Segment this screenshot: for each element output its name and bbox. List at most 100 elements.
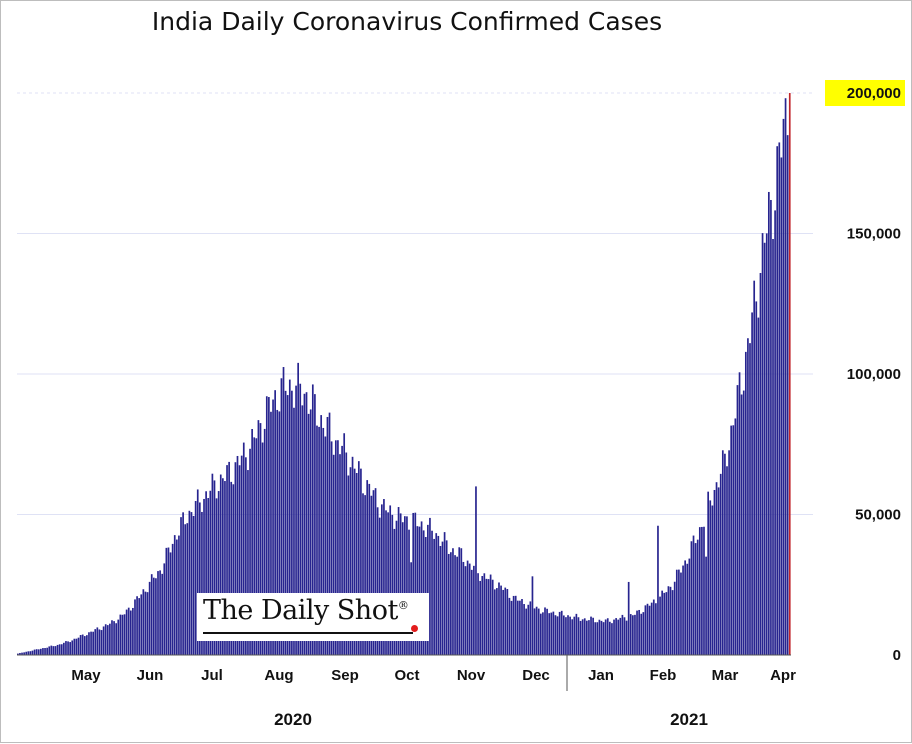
- bar: [368, 483, 371, 655]
- bar: [571, 619, 574, 655]
- bar: [142, 589, 145, 655]
- bar: [203, 498, 205, 655]
- bar: [44, 648, 46, 655]
- bar: [211, 473, 214, 655]
- bar: [65, 641, 67, 655]
- bar: [29, 651, 32, 655]
- bar: [623, 617, 626, 655]
- bar: [81, 634, 84, 655]
- bar: [562, 615, 565, 655]
- x-tick-label: Feb: [650, 667, 677, 684]
- bar: [54, 646, 57, 655]
- bar: [288, 379, 291, 655]
- bar: [678, 569, 680, 655]
- bar: [483, 573, 486, 655]
- bar: [270, 411, 272, 655]
- bar: [481, 576, 484, 655]
- bar: [416, 526, 419, 655]
- bar: [318, 426, 320, 655]
- bar: [25, 651, 28, 655]
- bar: [178, 535, 180, 655]
- bar: [357, 461, 360, 655]
- bar: [98, 629, 101, 655]
- bar: [37, 649, 40, 655]
- bar: [786, 135, 789, 655]
- bar: [550, 612, 553, 655]
- x-tick-label: Apr: [770, 667, 796, 684]
- bar: [776, 146, 779, 655]
- bar: [251, 429, 253, 655]
- bar: [303, 393, 306, 655]
- bar: [759, 273, 762, 655]
- bar: [299, 383, 302, 655]
- y-tick-label: 50,000: [855, 507, 901, 524]
- bar: [148, 581, 151, 655]
- bar: [519, 600, 521, 655]
- bar: [397, 507, 400, 655]
- bar: [514, 595, 517, 655]
- bar: [163, 563, 166, 655]
- bar: [596, 622, 599, 655]
- y-tick-label: 150,000: [847, 226, 901, 243]
- bar: [655, 603, 657, 655]
- x-axis-ticks: May Jun Jul Aug Sep Oct Nov Dec Jan Feb Mar Apr 2020…: [71, 667, 796, 729]
- bar: [573, 616, 576, 655]
- bar: [278, 411, 281, 655]
- bar: [462, 561, 465, 655]
- bar: [274, 390, 276, 655]
- bar: [600, 620, 603, 655]
- bar: [152, 577, 155, 655]
- bar: [35, 649, 38, 655]
- bar: [169, 552, 172, 655]
- bar: [458, 547, 461, 655]
- bar: [215, 498, 218, 655]
- bar: [140, 594, 143, 655]
- bar: [728, 450, 730, 655]
- bar: [619, 617, 622, 655]
- bar: [146, 592, 149, 655]
- bar: [282, 367, 285, 655]
- bar: [305, 392, 308, 655]
- bar: [31, 650, 34, 655]
- bar: [680, 572, 682, 655]
- bar: [690, 541, 693, 655]
- bar: [52, 646, 55, 655]
- bar: [460, 548, 463, 655]
- bar: [747, 338, 749, 655]
- bar: [544, 607, 546, 655]
- bar: [753, 280, 756, 655]
- bar: [437, 535, 440, 655]
- bar: [297, 362, 299, 655]
- bar: [209, 490, 212, 655]
- bar: [634, 614, 636, 655]
- bar: [380, 504, 383, 655]
- x-tick-label: Oct: [394, 667, 419, 684]
- bar: [711, 505, 714, 655]
- bar: [632, 615, 634, 655]
- bar: [217, 491, 220, 655]
- bar: [111, 620, 113, 655]
- bar: [127, 607, 130, 655]
- bar: [366, 480, 369, 655]
- bar: [226, 465, 228, 655]
- x-tick-label: Aug: [264, 667, 293, 684]
- bar: [155, 578, 157, 655]
- bar: [339, 454, 341, 655]
- bar: [590, 616, 592, 655]
- bar: [661, 590, 663, 655]
- grid-lines: [17, 92, 813, 515]
- bar: [408, 529, 410, 655]
- bar: [385, 510, 387, 655]
- bar: [500, 585, 502, 655]
- bar: [592, 617, 594, 655]
- bar: [353, 468, 356, 655]
- bar: [182, 512, 184, 655]
- bar: [588, 620, 590, 655]
- bar: [370, 495, 373, 655]
- bar: [330, 441, 333, 655]
- bar: [650, 602, 653, 655]
- bar: [521, 599, 523, 655]
- bar: [56, 644, 59, 655]
- bar: [755, 301, 758, 655]
- chart-title: India Daily Coronavirus Confirmed Cases: [151, 7, 663, 36]
